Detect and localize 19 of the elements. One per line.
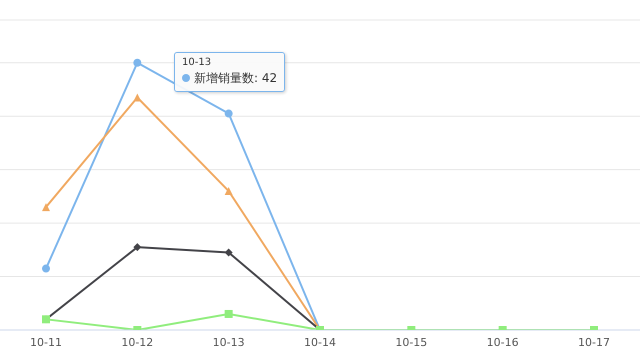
x-tick-label: 10-13 <box>212 336 245 349</box>
point <box>133 58 142 67</box>
x-tick-label: 10-17 <box>578 336 610 349</box>
annotation: 10-13 <box>182 57 212 68</box>
point <box>42 264 50 273</box>
point <box>42 203 50 212</box>
x-tick-label: 10-11 <box>30 336 62 349</box>
x-tick-label: 10-12 <box>121 336 154 349</box>
annotation: : 42 <box>254 71 278 85</box>
x-tick-label: 10-14 <box>304 336 336 349</box>
point <box>133 243 142 252</box>
x-tick-label: 10-16 <box>486 336 519 349</box>
point <box>224 310 233 318</box>
point <box>133 94 142 102</box>
point <box>224 187 233 196</box>
legend-label: 新增销量数 <box>194 71 254 85</box>
point <box>224 248 233 256</box>
x-tick-label: 10-15 <box>395 336 428 349</box>
point <box>224 110 233 118</box>
